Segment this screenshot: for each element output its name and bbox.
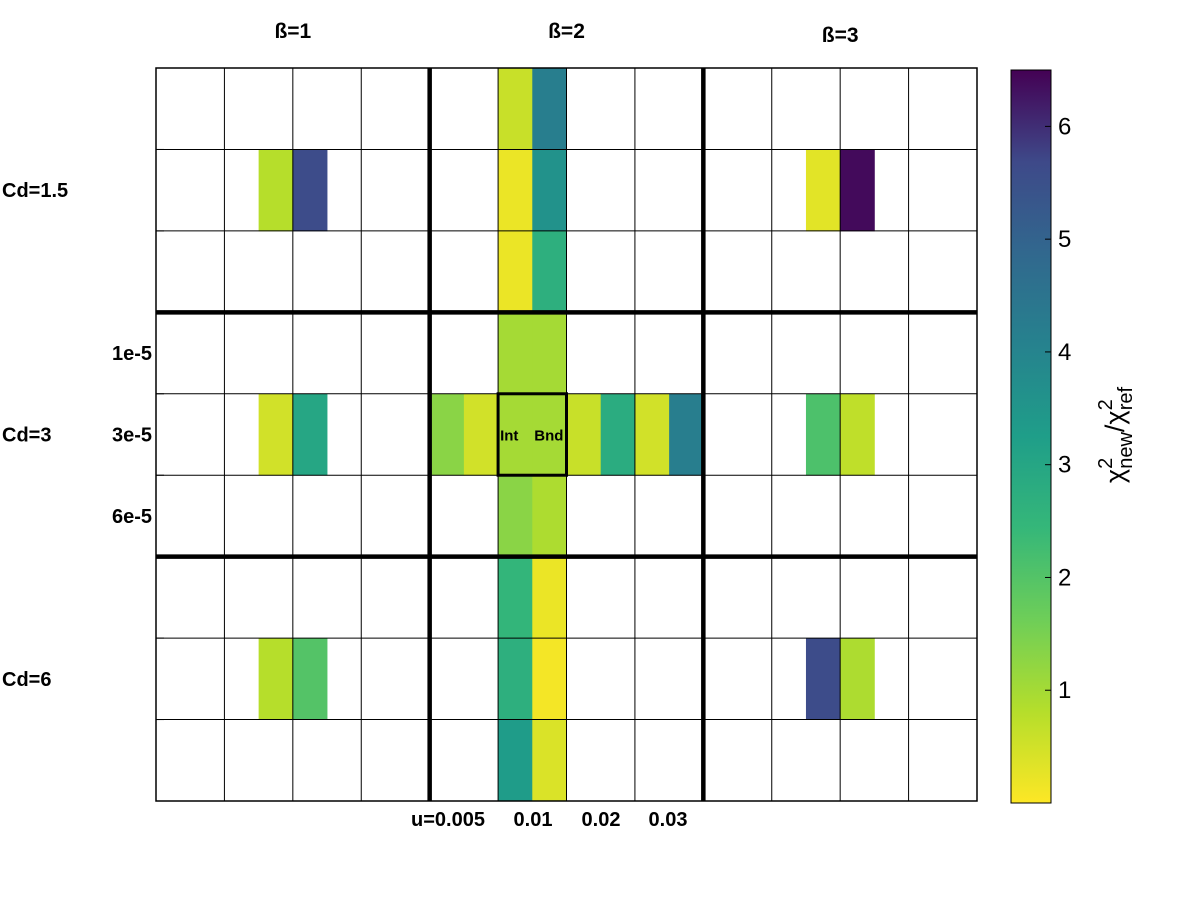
heatmap-cell bbox=[292, 393, 328, 476]
heatmap-cell bbox=[498, 638, 533, 720]
heatmap-cell bbox=[258, 149, 294, 232]
heatmap-cell bbox=[532, 393, 567, 476]
heatmap-cell bbox=[498, 393, 533, 476]
heatmap-cell bbox=[840, 149, 875, 232]
colorbar-label: χ2new/χ2ref bbox=[1095, 386, 1137, 483]
heatmap-cell bbox=[532, 719, 567, 802]
plot-frame bbox=[155, 67, 978, 802]
heatmap-cells bbox=[258, 68, 875, 802]
cd-label: Cd=1.5 bbox=[2, 180, 68, 202]
heatmap-cell bbox=[532, 638, 567, 720]
u-label: u=0.005 bbox=[411, 809, 485, 831]
heatmap-cell bbox=[498, 230, 533, 313]
cd-label: Cd=3 bbox=[2, 425, 51, 447]
heatmap-cell bbox=[498, 475, 533, 558]
heatmap-cell bbox=[532, 68, 567, 150]
heatmap-cell bbox=[840, 393, 875, 476]
heatmap-cell bbox=[805, 149, 841, 232]
reference-cell-highlight bbox=[496, 392, 569, 477]
u-label: 0.02 bbox=[582, 809, 621, 831]
heatmap-cell bbox=[258, 638, 294, 720]
heatmap-cell bbox=[634, 393, 670, 476]
grid-lines bbox=[155, 67, 978, 802]
heatmap-cell bbox=[532, 475, 567, 558]
heatmap-cell bbox=[498, 149, 533, 232]
colorbar-tick-label: 3 bbox=[1058, 452, 1071, 479]
heatmap-cell bbox=[532, 312, 567, 395]
heatmap-cell bbox=[498, 312, 533, 395]
heatmap-cell bbox=[498, 719, 533, 802]
heatmap-cell bbox=[669, 393, 704, 476]
heatmap-cell bbox=[805, 393, 841, 476]
u-label: 0.03 bbox=[649, 809, 688, 831]
beta-label: ß=2 bbox=[548, 20, 585, 43]
u-label: 0.01 bbox=[514, 809, 553, 831]
cell-label-bnd: Bnd bbox=[534, 428, 563, 445]
colorbar-gradient bbox=[1010, 69, 1052, 804]
colorbar-tick-label: 6 bbox=[1058, 113, 1071, 140]
heatmap-cell bbox=[292, 638, 328, 720]
colorbar-tick-label: 5 bbox=[1058, 226, 1071, 253]
cd-label: Cd=6 bbox=[2, 669, 51, 691]
colorbar-tick-label: 1 bbox=[1058, 677, 1071, 704]
beta-label: ß=3 bbox=[822, 24, 859, 47]
beta-label: ß=1 bbox=[274, 20, 311, 43]
heatmap-cell bbox=[840, 638, 875, 720]
heatmap-cell bbox=[498, 556, 533, 639]
colorbar-tick-label: 2 bbox=[1058, 564, 1071, 591]
s-label: 3e-5 bbox=[112, 425, 152, 447]
heatmap-cell bbox=[258, 393, 294, 476]
colorbar: 1 2 3 4 5 6 χ2new/χ2ref bbox=[1010, 69, 1137, 804]
heatmap-cell bbox=[532, 556, 567, 639]
heatmap-cell bbox=[463, 393, 499, 476]
heatmap-cell bbox=[805, 638, 841, 720]
cell-label-int: Int bbox=[500, 428, 518, 445]
s-label: 6e-5 bbox=[112, 506, 152, 528]
heatmap-cell bbox=[532, 149, 567, 232]
heatmap-cell bbox=[566, 393, 602, 476]
heatmap-cell bbox=[498, 68, 533, 150]
s-label: 1e-5 bbox=[112, 343, 152, 365]
heatmap-cell bbox=[292, 149, 328, 232]
heatmap-cell bbox=[532, 230, 567, 313]
heatmap-cell bbox=[600, 393, 636, 476]
axis-labels: ß=1 ß=2 ß=3 Cd=1.5 Cd=3 Cd=6 1e-5 3e-5 6e-5 u=0.0… bbox=[2, 20, 859, 831]
heatmap-cell bbox=[429, 393, 465, 476]
colorbar-tick-label: 4 bbox=[1058, 339, 1071, 366]
